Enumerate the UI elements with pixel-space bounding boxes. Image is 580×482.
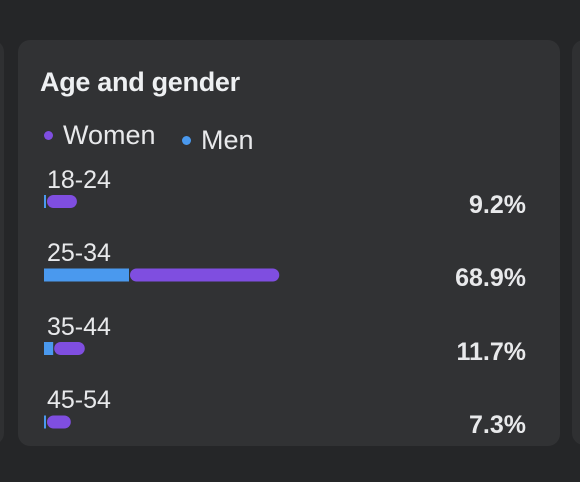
card-title: Age and gender	[40, 67, 240, 97]
bar-men-45-54	[44, 415, 46, 429]
bar-women-18-24	[47, 195, 77, 208]
men-dot-icon	[182, 136, 191, 145]
previous-card[interactable]	[0, 40, 4, 445]
age-label-18-24: 18-24	[47, 166, 111, 194]
bar-chart	[44, 195, 280, 429]
age-label-25-34: 25-34	[47, 239, 111, 267]
bar-men-18-24	[44, 195, 46, 208]
bar-women-25-34	[130, 268, 280, 282]
bar-women-35-44	[54, 342, 85, 355]
bar-men-25-34	[44, 268, 129, 282]
total-value-45-54: 7.3%	[469, 411, 526, 439]
total-value-35-44: 11.7%	[456, 338, 526, 366]
total-value-18-24: 9.2%	[469, 191, 526, 219]
women-dot-icon	[44, 131, 53, 140]
age-label-45-54: 45-54	[47, 386, 111, 414]
legend-item-women: Women	[44, 120, 156, 151]
bar-men-35-44	[44, 342, 54, 355]
next-card[interactable]	[572, 40, 580, 445]
age-gender-card: Age and gender Women Men 18-24 9.2% 25-3…	[18, 40, 560, 446]
legend-label-men: Men	[201, 125, 254, 155]
total-value-25-34: 68.9%	[455, 264, 526, 292]
legend-item-men: Men	[182, 125, 254, 156]
bar-women-45-54	[47, 415, 71, 429]
legend-label-women: Women	[63, 120, 156, 150]
age-label-35-44: 35-44	[47, 313, 111, 341]
